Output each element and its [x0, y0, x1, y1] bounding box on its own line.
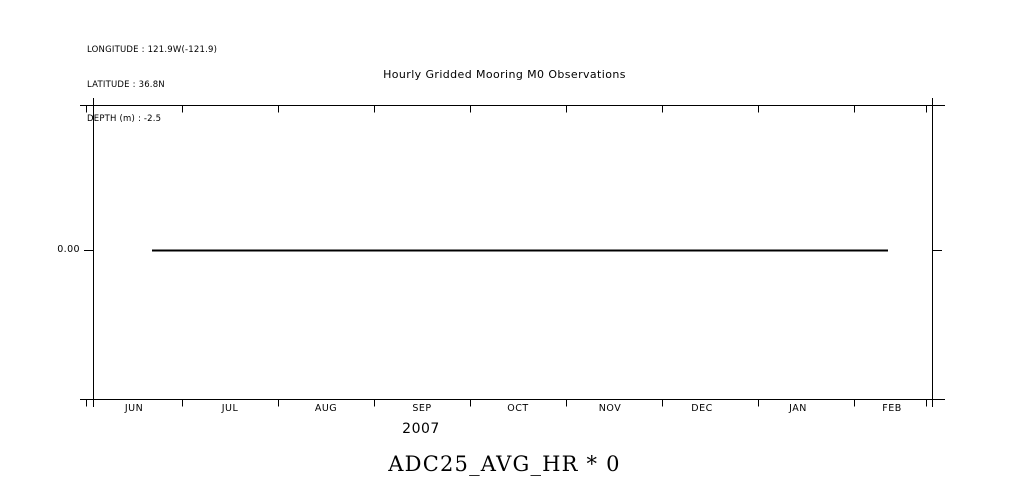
x-tick-label-feb: FEB	[882, 403, 902, 414]
year-label: 2007	[402, 421, 440, 437]
variable-label: ADC25_AVG_HR * 0	[388, 452, 621, 476]
longitude-text: LONGITUDE : 121.9W(-121.9)	[87, 45, 218, 55]
metadata-block: LONGITUDE : 121.9W(-121.9) LATITUDE : 36…	[87, 22, 217, 137]
x-tick-label-aug: AUG	[314, 403, 338, 414]
axes-group	[80, 98, 945, 407]
x-tick-label-jul: JUL	[221, 403, 239, 414]
depth-text: DEPTH (m) : -2.5	[87, 114, 162, 124]
y-tick-label-0: 0.00	[57, 244, 80, 255]
x-ticks-group	[85, 105, 928, 407]
x-tick-label-nov: NOV	[598, 403, 622, 414]
plot-title: Hourly Gridded Mooring M0 Observations	[0, 68, 1009, 81]
latitude-text: LATITUDE : 36.8N	[87, 79, 165, 90]
x-tick-label-sep: SEP	[412, 403, 432, 414]
x-tick-label-jun: JUN	[124, 403, 144, 414]
plot-title-text: Hourly Gridded Mooring M0 Observations	[383, 68, 626, 81]
x-tick-label-oct: OCT	[507, 403, 529, 414]
x-tick-label-jan: JAN	[789, 403, 807, 414]
x-tick-label-dec: DEC	[691, 403, 713, 414]
